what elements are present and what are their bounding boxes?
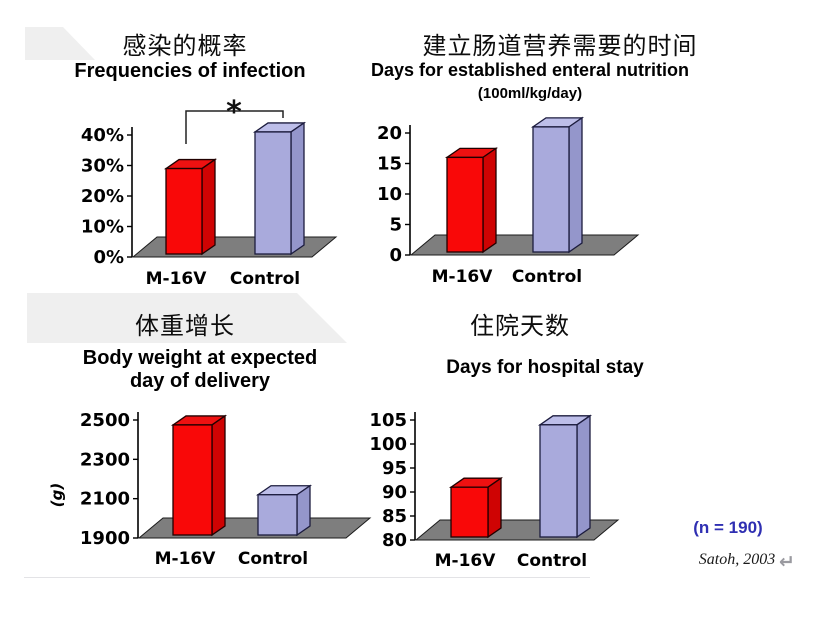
category-label: Control [517, 551, 587, 571]
enteral-plot: 0 5 10 15 20 M-16V Control [377, 116, 640, 287]
bar-front-face [165, 167, 203, 255]
significance-asterisk: * [226, 98, 242, 130]
y-tick-label: 10% [81, 217, 124, 238]
bar-side-face [201, 158, 216, 256]
y-tick-label: 1900 [80, 528, 130, 549]
chart-floor [131, 236, 338, 258]
return-arrow-icon: ↵ [779, 552, 795, 573]
infection-title-en: Frequencies of infection [74, 60, 306, 82]
y-tick-label: 100 [369, 434, 407, 455]
bar-side-face [482, 147, 497, 254]
y-axis-unit-label: (g) [48, 483, 66, 507]
citation: Satoh, 2003 [698, 551, 776, 568]
category-label: M-16V [155, 549, 217, 569]
bar-m-16v [444, 147, 499, 254]
category-label: Control [512, 267, 582, 287]
y-tick-label: 0% [93, 247, 124, 268]
y-tick-label: 90 [382, 482, 407, 503]
category-label: M-16V [435, 551, 497, 571]
bar-side-face [487, 476, 502, 539]
enteral-title-en: Days for established enteral nutrition [370, 60, 690, 80]
significance-bracket [185, 110, 284, 144]
infection-plot: 0% 10% 20% 30% 40% M-16V Control * [81, 95, 338, 289]
chart-floor [409, 234, 640, 256]
bar-side-face [211, 414, 226, 537]
bar-side-face [576, 414, 591, 539]
weight-title-line1: Body weight at expected [82, 347, 318, 369]
divider-line [24, 577, 590, 578]
bar-m-16v [170, 414, 228, 537]
bar-front-face [539, 424, 578, 538]
bar-m-16v [163, 158, 218, 256]
bar-front-face [257, 494, 298, 536]
sample-size-label: (n = 190) [693, 518, 763, 537]
bar-side-face [290, 121, 305, 256]
y-tick-label: 2100 [80, 489, 130, 510]
weight-chart: 1900 2100 2300 2500 M-16V Control (g) [35, 398, 377, 595]
bar-control [530, 116, 585, 254]
hospital-chart: 80 85 90 95 100 105 M-16V Control [365, 398, 677, 595]
hospital-plot: 80 85 90 95 100 105 M-16V Control [369, 410, 620, 571]
enteral-title-zh: 建立肠道营养需要的时间 [422, 32, 698, 60]
y-tick-label: 0 [389, 245, 402, 266]
y-tick-label: 85 [382, 506, 407, 527]
enteral-chart: 0 5 10 15 20 M-16V Control [370, 98, 662, 303]
y-tick-label: 10 [377, 184, 402, 205]
y-tick-label: 40% [81, 125, 124, 146]
y-tick-label: 80 [382, 530, 407, 551]
infection-chart: 0% 10% 20% 30% 40% M-16V Control * [62, 95, 354, 303]
category-label: M-16V [146, 269, 208, 289]
hospital-title-zh: 住院天数 [470, 312, 570, 340]
y-tick-label: 20 [377, 123, 402, 144]
y-tick-label: 5 [389, 215, 402, 236]
y-tick-label: 15 [377, 154, 402, 175]
weight-plot: 1900 2100 2300 2500 M-16V Control (g) [48, 410, 372, 569]
bar-front-face [532, 126, 570, 253]
infection-title-zh: 感染的概率 [122, 32, 248, 60]
y-tick-label: 95 [382, 458, 407, 479]
bar-front-face [450, 486, 489, 538]
enteral-subtitle: (100ml/kg/day) [477, 85, 583, 102]
bar-front-face [172, 424, 213, 536]
bar-side-face [296, 484, 311, 537]
y-tick-label: 30% [81, 156, 124, 177]
y-tick-label: 20% [81, 186, 124, 207]
hospital-title-en: Days for hospital stay [446, 357, 644, 378]
weight-title-line2: day of delivery [129, 370, 271, 392]
bar-control [252, 121, 307, 256]
bar-front-face [446, 156, 484, 253]
y-tick-label: 105 [369, 410, 407, 431]
decor-shape-bottom-left [27, 293, 347, 343]
category-label: Control [230, 269, 300, 289]
bar-front-face [254, 131, 292, 255]
y-tick-label: 2500 [80, 410, 130, 431]
bar-side-face [568, 116, 583, 254]
y-tick-label: 2300 [80, 449, 130, 470]
bar-control [537, 414, 593, 539]
category-label: Control [238, 549, 308, 569]
bar-control [255, 484, 313, 537]
bar-m-16v [448, 476, 504, 539]
category-label: M-16V [432, 267, 494, 287]
weight-title-en: Body weight at expected day of delivery [45, 347, 355, 393]
weight-title-zh: 体重增长 [135, 312, 235, 340]
